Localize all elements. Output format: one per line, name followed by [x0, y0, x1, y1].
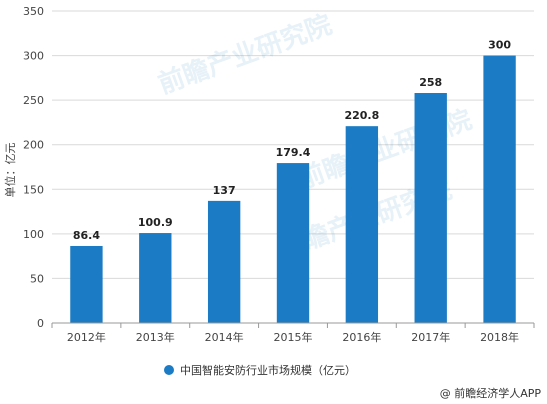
x-tick-label: 2017年 — [411, 330, 450, 344]
bar — [483, 55, 516, 323]
watermark-text: 前瞻产业研究院 — [294, 104, 476, 195]
x-tick-label: 2013年 — [136, 330, 175, 344]
x-axis: 2012年 2013年 2014年 2015年 2016年 2017年 2018年 — [51, 322, 535, 344]
bar — [276, 163, 310, 323]
y-tick-label: 100 — [23, 228, 44, 241]
data-label: 86.4 — [73, 229, 100, 242]
source-note: @ 前瞻经济学人APP — [440, 386, 542, 400]
y-tick-label: 350 — [23, 5, 44, 18]
legend-marker — [164, 365, 174, 375]
y-axis-label: 单位：亿元 — [3, 143, 17, 198]
watermark-text: 前瞻产业研究院 — [154, 9, 336, 100]
y-tick-label: 150 — [23, 183, 44, 196]
y-tick-label: 50 — [30, 272, 44, 285]
legend: 中国智能安防行业市场规模（亿元） — [164, 363, 356, 377]
x-tick-label: 2018年 — [480, 330, 519, 344]
legend-label: 中国智能安防行业市场规模（亿元） — [180, 363, 356, 377]
bar — [207, 200, 241, 323]
x-tick-label: 2012年 — [67, 330, 106, 344]
data-label: 300 — [488, 39, 511, 52]
bar — [345, 126, 379, 323]
bar — [70, 245, 103, 323]
data-label: 137 — [213, 184, 236, 197]
y-axis: 0 50 100 150 200 250 300 350 — [23, 5, 44, 330]
x-tick-label: 2014年 — [205, 330, 244, 344]
data-label: 179.4 — [276, 146, 311, 159]
data-label: 220.8 — [344, 109, 379, 122]
data-label: 100.9 — [138, 216, 173, 229]
bars: 86.4 100.9 137 179.4 220.8 258 300 — [70, 39, 516, 323]
x-tick-label: 2015年 — [274, 330, 313, 344]
bar — [139, 233, 172, 323]
y-tick-label: 200 — [23, 139, 44, 152]
y-tick-label: 0 — [37, 317, 44, 330]
bar — [414, 93, 447, 323]
x-tick-label: 2016年 — [342, 330, 381, 344]
data-label: 258 — [419, 76, 442, 89]
y-tick-label: 300 — [23, 50, 44, 63]
y-tick-label: 250 — [23, 94, 44, 107]
